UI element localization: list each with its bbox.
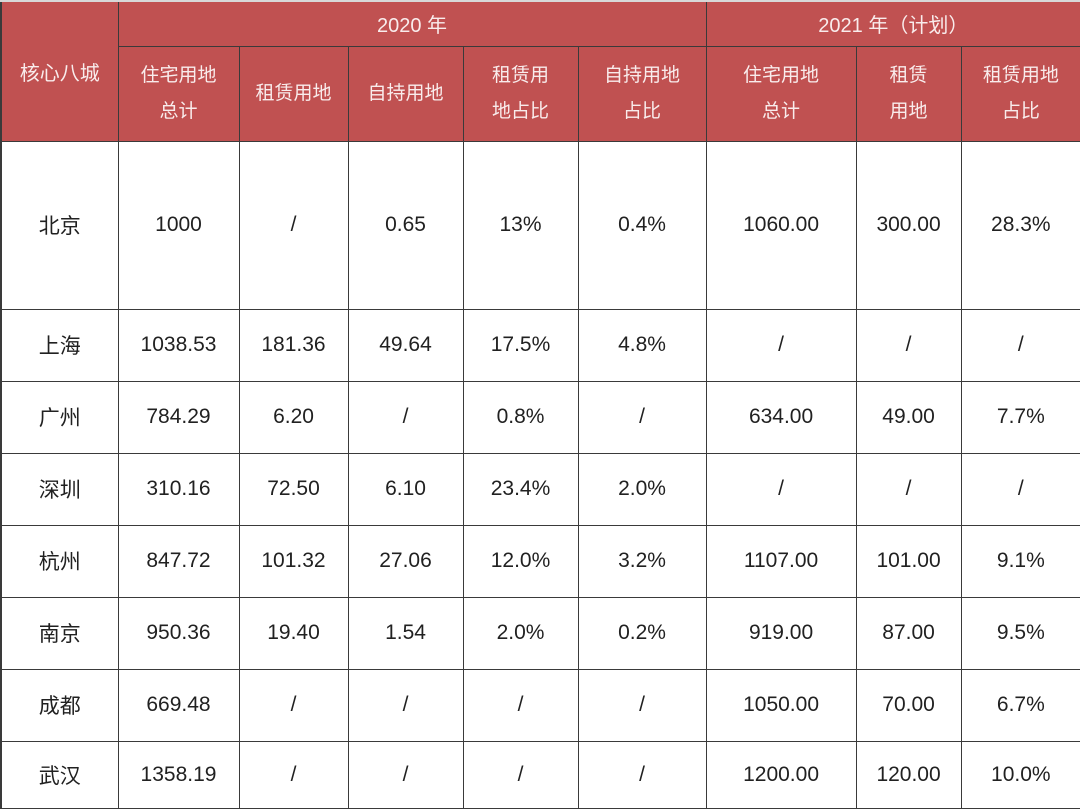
data-cell: 300.00 bbox=[855, 140, 962, 310]
data-cell: 6.10 bbox=[347, 452, 464, 526]
data-cell: / bbox=[577, 668, 707, 742]
data-cell: 1050.00 bbox=[705, 668, 857, 742]
table-row-chengdu: 成都 669.48 / / / / 1050.00 70.00 6.7% bbox=[0, 668, 1080, 742]
col-header-2020-residential-total: 住宅用地 总计 bbox=[117, 45, 240, 142]
data-cell: 950.36 bbox=[117, 596, 240, 670]
data-cell: 9.1% bbox=[960, 524, 1080, 598]
corner-header: 核心八城 bbox=[0, 0, 119, 142]
data-cell: 101.00 bbox=[855, 524, 962, 598]
data-cell: 87.00 bbox=[855, 596, 962, 670]
data-cell: 12.0% bbox=[462, 524, 579, 598]
col-header-2020-rental-share: 租赁用 地占比 bbox=[462, 45, 579, 142]
data-cell: / bbox=[462, 740, 579, 809]
data-cell: / bbox=[238, 668, 349, 742]
data-cell: 634.00 bbox=[705, 380, 857, 454]
data-cell: 919.00 bbox=[705, 596, 857, 670]
data-cell: 7.7% bbox=[960, 380, 1080, 454]
city-label: 广州 bbox=[0, 380, 119, 454]
table-row-shanghai: 上海 1038.53 181.36 49.64 17.5% 4.8% / / / bbox=[0, 308, 1080, 382]
data-cell: 101.32 bbox=[238, 524, 349, 598]
data-cell: 10.0% bbox=[960, 740, 1080, 809]
col-header-2021-residential-total: 住宅用地 总计 bbox=[705, 45, 857, 142]
table-row-nanjing: 南京 950.36 19.40 1.54 2.0% 0.2% 919.00 87… bbox=[0, 596, 1080, 670]
data-cell: 1060.00 bbox=[705, 140, 857, 310]
data-cell: 27.06 bbox=[347, 524, 464, 598]
data-cell: / bbox=[577, 740, 707, 809]
data-cell: 120.00 bbox=[855, 740, 962, 809]
data-cell: / bbox=[577, 380, 707, 454]
data-cell: / bbox=[705, 308, 857, 382]
city-label: 上海 bbox=[0, 308, 119, 382]
sub-header-row: 住宅用地 总计 租赁用地 自持用地 租赁用 地占比 自持用地 占比 住宅用地 总… bbox=[1, 45, 1080, 142]
data-cell: 13% bbox=[462, 140, 579, 310]
col-header-2020-selfhold: 自持用地 bbox=[347, 45, 464, 142]
data-cell: 181.36 bbox=[238, 308, 349, 382]
data-cell: / bbox=[705, 452, 857, 526]
data-cell: 6.20 bbox=[238, 380, 349, 454]
city-label: 南京 bbox=[0, 596, 119, 670]
city-label: 北京 bbox=[0, 140, 119, 310]
data-cell: 9.5% bbox=[960, 596, 1080, 670]
group-header-2020: 2020 年 bbox=[117, 0, 707, 47]
data-cell: / bbox=[347, 380, 464, 454]
data-cell: / bbox=[960, 452, 1080, 526]
data-cell: 0.4% bbox=[577, 140, 707, 310]
table-row-wuhan: 武汉 1358.19 / / / / 1200.00 120.00 10.0% bbox=[0, 740, 1080, 809]
data-cell: 49.64 bbox=[347, 308, 464, 382]
data-cell: 847.72 bbox=[117, 524, 240, 598]
data-cell: 0.2% bbox=[577, 596, 707, 670]
data-cell: 1200.00 bbox=[705, 740, 857, 809]
data-cell: / bbox=[238, 740, 349, 809]
col-header-2020-rental: 租赁用地 bbox=[238, 45, 349, 142]
data-cell: / bbox=[347, 740, 464, 809]
city-label: 武汉 bbox=[0, 740, 119, 809]
table-row-shenzhen: 深圳 310.16 72.50 6.10 23.4% 2.0% / / / bbox=[0, 452, 1080, 526]
data-cell: / bbox=[462, 668, 579, 742]
data-cell: 310.16 bbox=[117, 452, 240, 526]
data-cell: 3.2% bbox=[577, 524, 707, 598]
data-cell: 1107.00 bbox=[705, 524, 857, 598]
table-row-hangzhou: 杭州 847.72 101.32 27.06 12.0% 3.2% 1107.0… bbox=[0, 524, 1080, 598]
data-cell: 70.00 bbox=[855, 668, 962, 742]
data-cell: 0.8% bbox=[462, 380, 579, 454]
data-cell: / bbox=[855, 452, 962, 526]
data-cell: 28.3% bbox=[960, 140, 1080, 310]
data-cell: 2.0% bbox=[577, 452, 707, 526]
city-label: 深圳 bbox=[0, 452, 119, 526]
data-cell: 49.00 bbox=[855, 380, 962, 454]
data-cell: 784.29 bbox=[117, 380, 240, 454]
data-cell: 23.4% bbox=[462, 452, 579, 526]
data-cell: 0.65 bbox=[347, 140, 464, 310]
data-cell: 1.54 bbox=[347, 596, 464, 670]
data-cell: 2.0% bbox=[462, 596, 579, 670]
table-row-beijing: 北京 1000 / 0.65 13% 0.4% 1060.00 300.00 2… bbox=[0, 140, 1080, 310]
data-cell: 669.48 bbox=[117, 668, 240, 742]
data-cell: 4.8% bbox=[577, 308, 707, 382]
data-cell: 72.50 bbox=[238, 452, 349, 526]
data-cell: 1038.53 bbox=[117, 308, 240, 382]
data-cell: 17.5% bbox=[462, 308, 579, 382]
group-header-2021: 2021 年（计划） bbox=[705, 0, 1080, 47]
data-cell: 6.7% bbox=[960, 668, 1080, 742]
city-label: 杭州 bbox=[0, 524, 119, 598]
data-cell: / bbox=[238, 140, 349, 310]
col-header-2020-selfhold-share: 自持用地 占比 bbox=[577, 45, 707, 142]
data-cell: 1000 bbox=[117, 140, 240, 310]
group-header-row: 核心八城 2020 年 2021 年（计划） bbox=[0, 0, 1080, 142]
data-cell: 19.40 bbox=[238, 596, 349, 670]
data-cell: / bbox=[960, 308, 1080, 382]
col-header-2021-rental-share: 租赁用地 占比 bbox=[960, 45, 1080, 142]
city-label: 成都 bbox=[0, 668, 119, 742]
table-row-guangzhou: 广州 784.29 6.20 / 0.8% / 634.00 49.00 7.7… bbox=[0, 380, 1080, 454]
data-cell: / bbox=[347, 668, 464, 742]
col-header-2021-rental: 租赁 用地 bbox=[855, 45, 962, 142]
data-cell: / bbox=[855, 308, 962, 382]
data-cell: 1358.19 bbox=[117, 740, 240, 809]
